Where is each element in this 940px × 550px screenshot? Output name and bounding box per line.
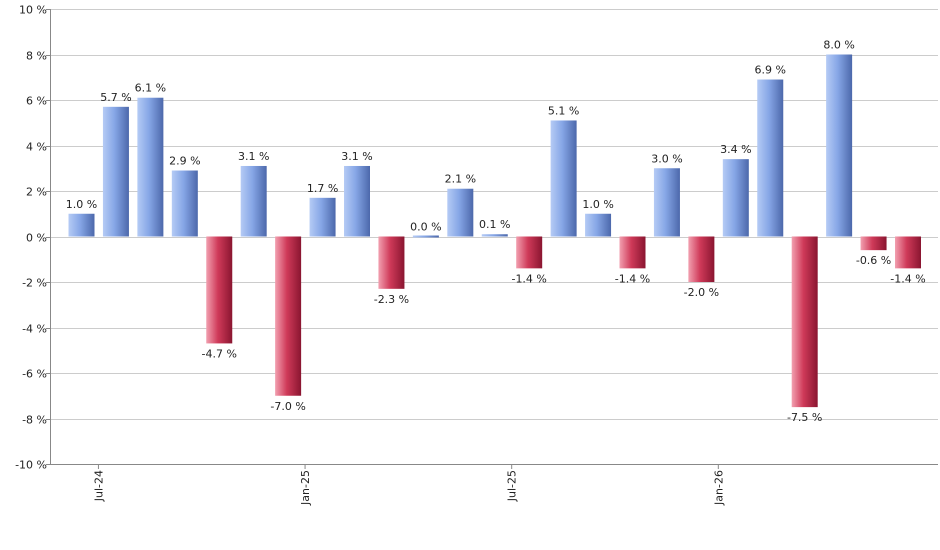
y-tick-label: 8 %: [26, 50, 47, 63]
data-label: 5.1 %: [548, 104, 579, 117]
y-tick-label: -4 %: [22, 323, 47, 336]
data-label: 3.0 %: [651, 152, 682, 165]
axes: [46, 9, 938, 469]
data-label: 3.1 %: [238, 150, 269, 163]
data-label: 5.7 %: [100, 91, 131, 104]
y-tick-label: 10 %: [19, 4, 47, 17]
bar: [137, 97, 164, 237]
data-label: -7.5 %: [787, 411, 822, 424]
bar: [447, 188, 474, 237]
data-label: -2.0 %: [684, 286, 719, 299]
data-label: 0.0 %: [410, 221, 441, 234]
bar: [171, 170, 198, 237]
y-tick-label: 2 %: [26, 186, 47, 199]
y-tick-label: -2 %: [22, 277, 47, 290]
bar: [309, 197, 336, 237]
data-label: 1.0 %: [66, 198, 97, 211]
data-label: -1.4 %: [511, 272, 546, 285]
bar: [550, 120, 577, 237]
bar: [722, 159, 749, 237]
data-label: 2.9 %: [169, 155, 200, 168]
data-label: 0.1 %: [479, 218, 510, 231]
bar: [585, 213, 612, 237]
bar: [275, 236, 302, 396]
bar: [481, 234, 508, 237]
bar: [757, 79, 784, 237]
data-label: -2.3 %: [374, 293, 409, 306]
bar: [653, 168, 680, 237]
bar: [791, 236, 818, 408]
y-tick-label: -10 %: [15, 459, 47, 472]
bar: [516, 236, 543, 269]
bar: [378, 236, 405, 289]
bar: [412, 235, 439, 238]
data-label: 6.1 %: [135, 82, 166, 95]
data-label: -4.7 %: [202, 347, 237, 360]
y-tick-label: 4 %: [26, 141, 47, 154]
data-label: 1.0 %: [582, 198, 613, 211]
data-label: 8.0 %: [823, 39, 854, 52]
y-tick-label: -8 %: [22, 414, 47, 427]
y-tick-label: -6 %: [22, 368, 47, 381]
x-tick-label: Jul-24: [92, 470, 105, 502]
x-tick-label: Jul-25: [506, 470, 519, 502]
data-label: 3.1 %: [341, 150, 372, 163]
y-axis-tick-labels: -10 % -8 % -6 % -4 % -2 % 0 % 2 % 4 % 6 % 8 % 10 %: [15, 4, 47, 472]
data-label: -1.4 %: [615, 272, 650, 285]
bar: [206, 236, 233, 344]
data-label: 2.1 %: [445, 173, 476, 186]
bar: [240, 165, 267, 237]
bar: [826, 54, 853, 237]
data-label: -0.6 %: [856, 254, 891, 267]
bar: [619, 236, 646, 269]
bar: [688, 236, 715, 282]
bar: [102, 106, 129, 237]
data-label: 1.7 %: [307, 182, 338, 195]
data-labels: 1.0 % 5.7 % 6.1 % 2.9 % -4.7 % 3.1 % -7.0 % 1.7…: [66, 39, 926, 425]
x-tick-label: Jan-26: [712, 470, 725, 506]
data-label: 3.4 %: [720, 143, 751, 156]
bar: [68, 213, 95, 237]
data-label: -1.4 %: [890, 272, 925, 285]
bar: [344, 165, 370, 237]
x-axis-tick-labels: Jul-24 Jan-25 Jul-25 Jan-26: [92, 470, 725, 506]
y-tick-label: 0 %: [26, 232, 47, 245]
data-label: 6.9 %: [755, 64, 786, 77]
bars: [68, 54, 921, 408]
bar: [860, 236, 887, 251]
x-tick-label: Jan-25: [299, 470, 312, 506]
bar: [895, 236, 921, 269]
data-label: -7.0 %: [270, 400, 305, 413]
y-tick-label: 6 %: [26, 95, 47, 108]
gridlines: [50, 9, 938, 465]
